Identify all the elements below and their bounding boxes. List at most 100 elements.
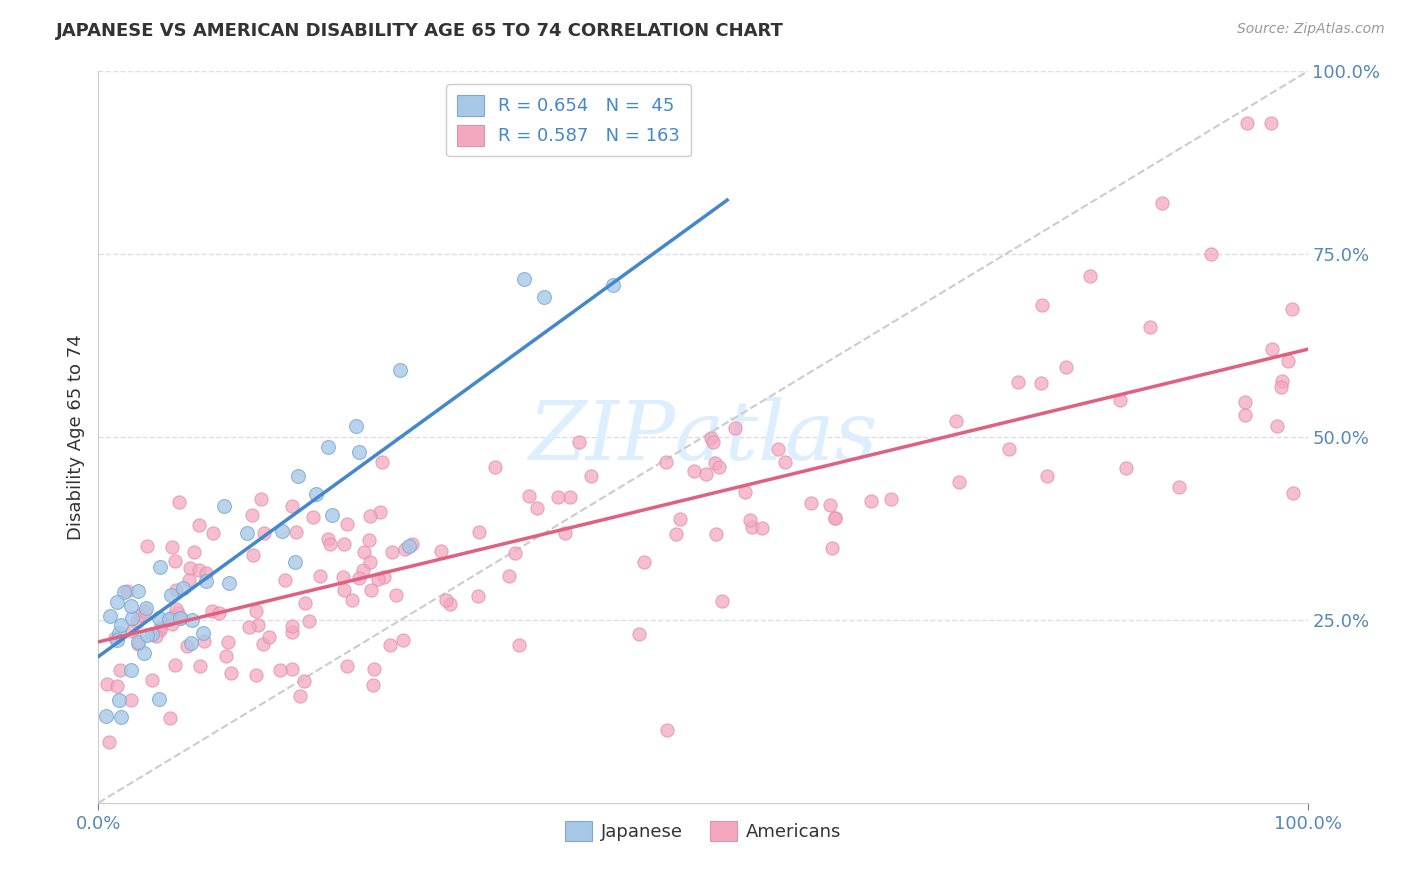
Point xyxy=(824,511,846,525)
Point xyxy=(484,460,506,475)
Point xyxy=(467,589,489,603)
Point xyxy=(219,665,242,680)
Point xyxy=(252,637,274,651)
Point xyxy=(385,588,408,602)
Point xyxy=(1281,301,1303,316)
Point xyxy=(136,540,159,554)
Point xyxy=(1109,393,1132,408)
Point xyxy=(141,673,163,687)
Point xyxy=(141,627,163,641)
Point xyxy=(401,537,423,551)
Point xyxy=(287,469,309,483)
Point xyxy=(363,662,385,676)
Point xyxy=(378,638,401,652)
Point xyxy=(558,490,581,504)
Point xyxy=(149,621,172,635)
Point xyxy=(167,495,190,509)
Point xyxy=(734,484,756,499)
Point xyxy=(353,545,375,559)
Point xyxy=(110,710,132,724)
Point xyxy=(998,442,1021,457)
Point xyxy=(271,524,294,539)
Point xyxy=(176,639,198,653)
Point xyxy=(766,442,789,457)
Point xyxy=(360,582,382,597)
Point xyxy=(1054,360,1077,375)
Point xyxy=(1031,298,1053,312)
Point xyxy=(177,574,200,588)
Point xyxy=(700,431,723,445)
Point xyxy=(751,521,773,535)
Point xyxy=(305,487,328,501)
Point xyxy=(127,634,149,648)
Point xyxy=(1271,374,1294,388)
Point xyxy=(392,632,415,647)
Text: Source: ZipAtlas.com: Source: ZipAtlas.com xyxy=(1237,22,1385,37)
Point xyxy=(238,620,260,634)
Point xyxy=(145,629,167,643)
Point xyxy=(98,608,121,623)
Point xyxy=(105,595,128,609)
Point xyxy=(394,541,416,556)
Point xyxy=(242,549,264,563)
Point xyxy=(352,563,374,577)
Point xyxy=(281,619,304,633)
Point xyxy=(344,418,367,433)
Point xyxy=(439,597,461,611)
Point xyxy=(165,602,187,616)
Point xyxy=(526,500,548,515)
Point xyxy=(1282,486,1305,500)
Point xyxy=(316,440,339,454)
Point xyxy=(567,435,589,450)
Point xyxy=(740,513,762,527)
Point xyxy=(1139,320,1161,334)
Point xyxy=(107,626,129,640)
Point xyxy=(120,693,142,707)
Point xyxy=(664,526,686,541)
Point xyxy=(98,735,121,749)
Point xyxy=(135,627,157,641)
Point xyxy=(180,636,202,650)
Point xyxy=(281,662,304,676)
Text: JAPANESE VS AMERICAN DISABILITY AGE 65 TO 74 CORRELATION CHART: JAPANESE VS AMERICAN DISABILITY AGE 65 T… xyxy=(56,22,785,40)
Point xyxy=(363,678,385,692)
Point xyxy=(149,623,172,637)
Point xyxy=(335,516,357,531)
Point xyxy=(1260,342,1282,356)
Point xyxy=(188,659,211,673)
Point xyxy=(554,525,576,540)
Point xyxy=(157,612,180,626)
Point xyxy=(508,638,530,652)
Point xyxy=(235,526,257,541)
Point xyxy=(212,499,235,513)
Point xyxy=(948,475,970,489)
Point xyxy=(1115,460,1137,475)
Point xyxy=(148,691,170,706)
Point xyxy=(388,363,411,377)
Point xyxy=(579,469,602,483)
Point xyxy=(194,566,217,580)
Point xyxy=(633,555,655,569)
Point xyxy=(800,496,823,510)
Legend: Japanese, Americans: Japanese, Americans xyxy=(557,814,849,848)
Point xyxy=(1078,269,1101,284)
Point xyxy=(547,490,569,504)
Point xyxy=(215,649,238,664)
Point xyxy=(149,559,172,574)
Point xyxy=(245,604,267,618)
Point xyxy=(159,711,181,725)
Point xyxy=(430,543,453,558)
Point xyxy=(108,663,131,677)
Point xyxy=(134,604,156,618)
Point xyxy=(336,659,359,673)
Point xyxy=(105,632,128,647)
Point xyxy=(191,626,214,640)
Point xyxy=(250,492,273,507)
Point xyxy=(332,570,354,584)
Point xyxy=(165,658,187,673)
Point xyxy=(704,526,727,541)
Point xyxy=(333,536,356,550)
Point xyxy=(284,525,307,540)
Point xyxy=(1234,408,1257,422)
Point xyxy=(187,563,209,577)
